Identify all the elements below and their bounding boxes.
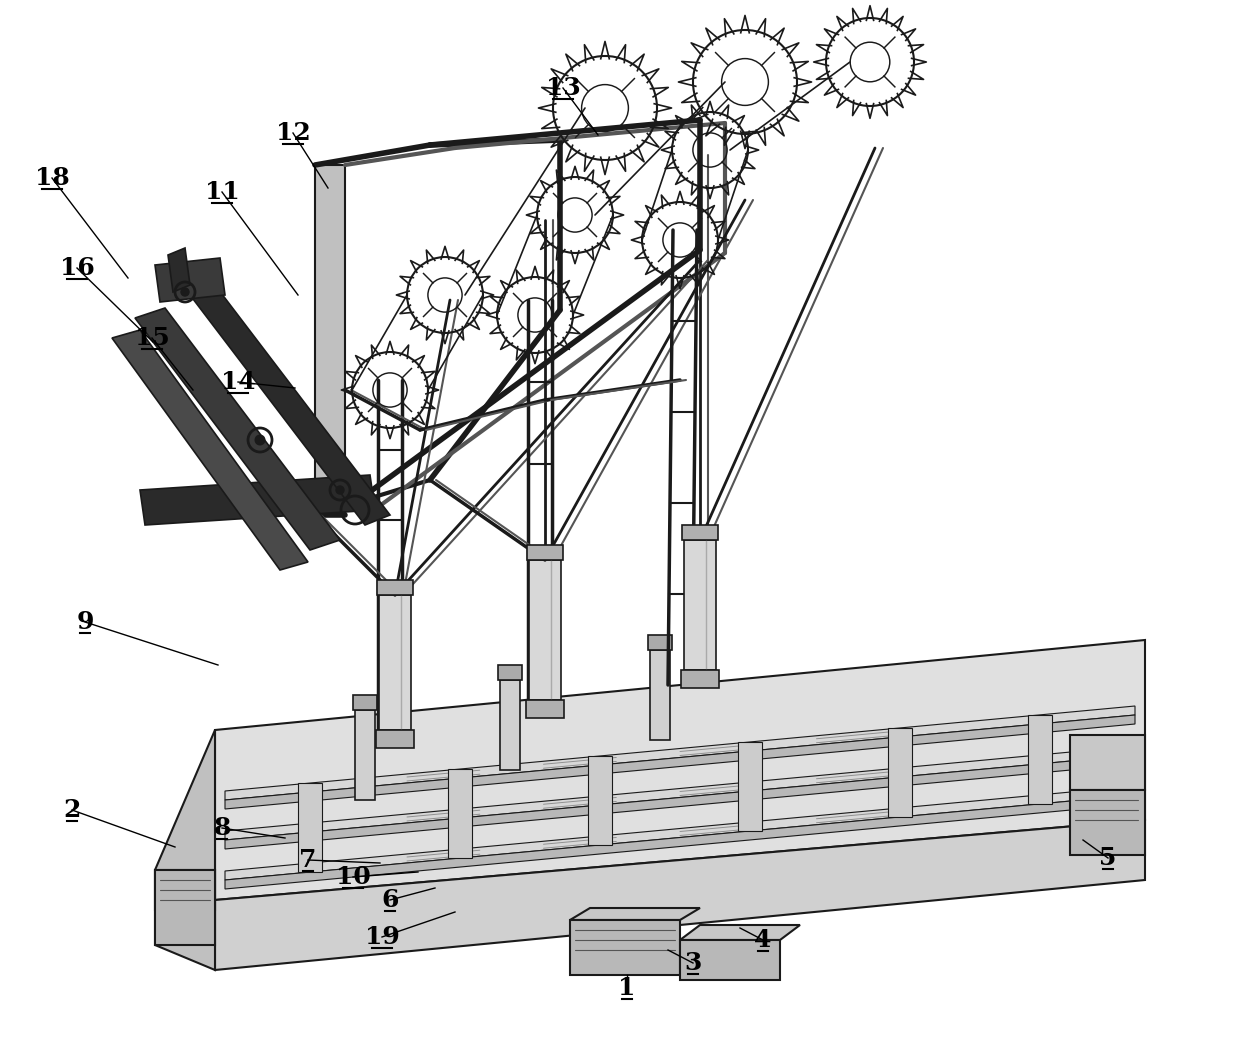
Text: 10: 10 [336,865,371,889]
Polygon shape [680,925,800,940]
Circle shape [255,435,265,445]
Text: 3: 3 [684,951,702,975]
Polygon shape [570,908,701,920]
Polygon shape [224,795,1135,889]
Polygon shape [681,670,719,688]
Polygon shape [649,635,672,650]
Polygon shape [112,329,308,570]
Text: 11: 11 [205,180,239,204]
Polygon shape [224,755,1135,849]
Polygon shape [376,730,414,748]
Polygon shape [224,715,1135,809]
Polygon shape [155,730,215,970]
Polygon shape [224,746,1135,840]
Text: 16: 16 [60,256,94,280]
Text: 5: 5 [1100,846,1117,870]
Polygon shape [1070,790,1145,855]
Text: 18: 18 [35,166,69,190]
Polygon shape [680,940,780,980]
Text: 19: 19 [365,925,399,949]
Circle shape [181,288,188,296]
Polygon shape [215,820,1145,970]
Polygon shape [224,786,1135,880]
Polygon shape [650,650,670,740]
Polygon shape [682,525,718,540]
Text: 15: 15 [135,326,170,350]
Text: 12: 12 [275,121,310,145]
Polygon shape [1070,735,1145,790]
Polygon shape [498,665,522,680]
Text: 13: 13 [546,76,580,100]
Polygon shape [140,475,374,525]
Polygon shape [355,710,374,800]
Polygon shape [190,285,391,525]
Polygon shape [684,540,715,670]
Polygon shape [135,308,340,550]
Text: 9: 9 [76,610,94,634]
Polygon shape [738,742,763,831]
Text: 8: 8 [213,816,231,840]
Polygon shape [500,680,520,770]
Polygon shape [215,640,1145,900]
Text: 1: 1 [619,976,636,1000]
Text: 14: 14 [221,370,255,394]
Polygon shape [315,165,345,515]
Polygon shape [529,560,560,700]
Text: 7: 7 [299,848,316,872]
Polygon shape [155,258,224,302]
Text: 2: 2 [63,798,81,822]
Polygon shape [448,769,472,858]
Circle shape [336,486,343,494]
Polygon shape [379,595,410,730]
Text: 4: 4 [754,928,771,952]
Polygon shape [224,706,1135,800]
Polygon shape [588,756,613,845]
Polygon shape [1028,714,1052,804]
Polygon shape [527,545,563,560]
Polygon shape [353,695,377,710]
Polygon shape [155,870,215,910]
Polygon shape [298,783,322,872]
Polygon shape [377,579,413,595]
Polygon shape [167,248,190,292]
Polygon shape [526,700,564,718]
Polygon shape [570,920,680,975]
Polygon shape [888,728,911,817]
Polygon shape [155,870,215,945]
Text: 6: 6 [382,888,399,912]
